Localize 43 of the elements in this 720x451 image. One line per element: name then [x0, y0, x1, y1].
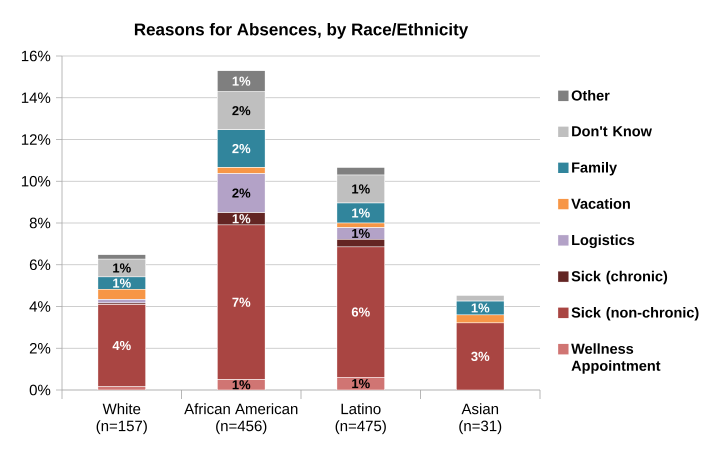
- y-tick-label: 16%: [22, 50, 50, 62]
- data-label: 1%: [232, 76, 250, 86]
- legend-label: Other: [572, 90, 610, 101]
- bar: [456, 322, 504, 390]
- data-label: 2%: [232, 188, 250, 198]
- x-tick-label: African American (n=456): [184, 403, 298, 434]
- legend-label: Wellness Appointment: [571, 343, 660, 374]
- data-label: 1%: [113, 278, 131, 288]
- x-tick-label: Asian (n=31): [459, 403, 502, 434]
- y-tick-label: 6%: [30, 259, 50, 270]
- bar: [336, 246, 385, 378]
- y-tick-label: 8%: [30, 218, 50, 228]
- x-tick-label: Latino (n=475): [336, 403, 386, 434]
- data-label: 1%: [113, 263, 131, 273]
- legend-label: Logistics: [572, 234, 634, 248]
- data-label: 7%: [232, 298, 250, 307]
- data-label: 3%: [471, 352, 490, 361]
- bar: [98, 304, 146, 387]
- data-label: 1%: [352, 228, 370, 238]
- legend-label: Sick (non-chronic): [572, 307, 699, 321]
- data-label: 2%: [232, 106, 250, 116]
- legend-label: Family: [572, 162, 617, 176]
- legend-label: Don't Know: [572, 126, 652, 136]
- legend-label: Sick (chronic): [572, 270, 668, 284]
- data-label: 1%: [352, 184, 370, 194]
- data-label: 1%: [352, 379, 370, 388]
- y-tick-label: 0%: [30, 384, 50, 396]
- y-tick-label: 12%: [22, 134, 50, 145]
- chart-title: Reasons for Absences, by Race/Ethnicity: [134, 22, 468, 39]
- y-tick-label: 10%: [22, 176, 50, 187]
- y-tick-label: 2%: [30, 342, 50, 354]
- data-label: 1%: [472, 303, 490, 313]
- y-tick-label: 14%: [22, 92, 50, 104]
- data-label: 1%: [232, 380, 250, 390]
- data-label: 6%: [352, 307, 370, 317]
- x-tick-label: White (n=157): [96, 403, 147, 434]
- data-label: 1%: [232, 214, 250, 224]
- bar: [217, 224, 266, 380]
- data-label: 4%: [112, 340, 131, 350]
- legend-label: Vacation: [571, 198, 630, 209]
- y-tick-label: 4%: [29, 301, 50, 312]
- data-label: 1%: [352, 208, 370, 218]
- data-label: 2%: [232, 144, 250, 154]
